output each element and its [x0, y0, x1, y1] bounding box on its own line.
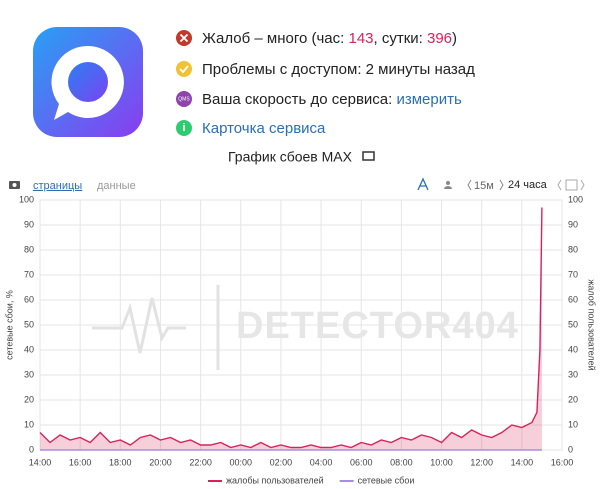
y-tick-label: 10 [24, 419, 34, 429]
x-tick-label: 00:00 [230, 457, 253, 467]
range-24h[interactable]: 24 часа [508, 179, 548, 191]
y-tick-label: 70 [24, 269, 34, 279]
series-line [39, 207, 543, 449]
y-tick-label: 80 [24, 244, 34, 254]
service-card-link[interactable]: Карточка сервиса [202, 120, 326, 137]
y-tick-label: 60 [24, 294, 34, 304]
x-tick-label: 02:00 [270, 457, 293, 467]
x-tick-label: 14:00 [511, 457, 534, 467]
y2-tick-label: 100 [568, 194, 583, 204]
y-tick-label: 20 [24, 394, 34, 404]
y2-tick-label: 0 [568, 444, 573, 454]
text: , сутки: [374, 30, 427, 47]
text: ) [452, 30, 457, 47]
status-access: Проблемы с доступом: 2 минуты назад [202, 61, 475, 78]
y2-tick-label: 10 [568, 419, 578, 429]
user-icon[interactable] [446, 181, 450, 185]
x-tick-label: 08:00 [390, 457, 413, 467]
day-count: 396 [427, 30, 452, 47]
app-icon [33, 27, 143, 137]
y2-tick-label: 80 [568, 244, 578, 254]
plot: 0 10 20 30 40 50 60 70 80 90 100 0 10 20 30 40 50 60 70 80 9… [4, 194, 596, 485]
range-15m[interactable]: 15м [474, 180, 494, 192]
x-tick-label: 10:00 [430, 457, 453, 467]
x-tick-label: 16:00 [69, 457, 92, 467]
monitor-icon [362, 151, 375, 161]
x-tick-label: 18:00 [109, 457, 132, 467]
x-tick-label: 14:00 [29, 457, 52, 467]
svg-text:QMS: QMS [178, 96, 190, 102]
text: Ваша скорость до сервиса: [202, 91, 396, 108]
watermark: DETECTOR404 [236, 305, 519, 347]
y2-axis-label: жалоб пользователей [587, 279, 597, 370]
y2-tick-label: 70 [568, 269, 578, 279]
y2-tick-label: 40 [568, 344, 578, 354]
x-tick-label: 20:00 [149, 457, 172, 467]
legend-label[interactable]: сетевые сбои [358, 475, 415, 485]
data-tab[interactable]: данные [97, 180, 136, 192]
pages-tab[interactable]: страницы [33, 180, 82, 192]
text: Жалоб – много (час: [202, 30, 348, 47]
y2-tick-label: 60 [568, 294, 578, 304]
calendar-icon[interactable] [565, 179, 578, 191]
toolbar: страницы данные 15м 24 часа [9, 177, 585, 192]
y-tick-label: 100 [19, 194, 34, 204]
chart-mode-icon[interactable] [417, 177, 429, 191]
y-tick-label: 50 [24, 319, 34, 329]
status-complaints: Жалоб – много (час: 143, сутки: 396) [202, 30, 457, 47]
y2-tick-label: 30 [568, 369, 578, 379]
x-tick-label: 06:00 [350, 457, 373, 467]
y-tick-label: 40 [24, 344, 34, 354]
y-tick-label: 30 [24, 369, 34, 379]
legend-label[interactable]: жалобы пользователей [226, 475, 324, 485]
x-tick-label: 22:00 [189, 457, 212, 467]
x-tick-label: 04:00 [310, 457, 333, 467]
chart-title: График сбоев MAX [228, 149, 353, 165]
watermark-pulse [92, 285, 220, 370]
y2-tick-label: 50 [568, 319, 578, 329]
y2-tick-label: 20 [568, 394, 578, 404]
hour-count: 143 [348, 30, 373, 47]
x-tick-label: 16:00 [551, 457, 574, 467]
y-tick-label: 90 [24, 219, 34, 229]
y-tick-label: 0 [29, 444, 34, 454]
svg-text:i: i [182, 122, 185, 134]
y2-tick-label: 90 [568, 219, 578, 229]
status-icons: QMS i [176, 30, 192, 136]
status-speed: Ваша скорость до сервиса: измерить [202, 91, 462, 108]
x-tick-label: 12:00 [470, 457, 493, 467]
measure-link[interactable]: измерить [396, 91, 462, 108]
y-axis-label: сетевые сбои, % [4, 290, 14, 360]
